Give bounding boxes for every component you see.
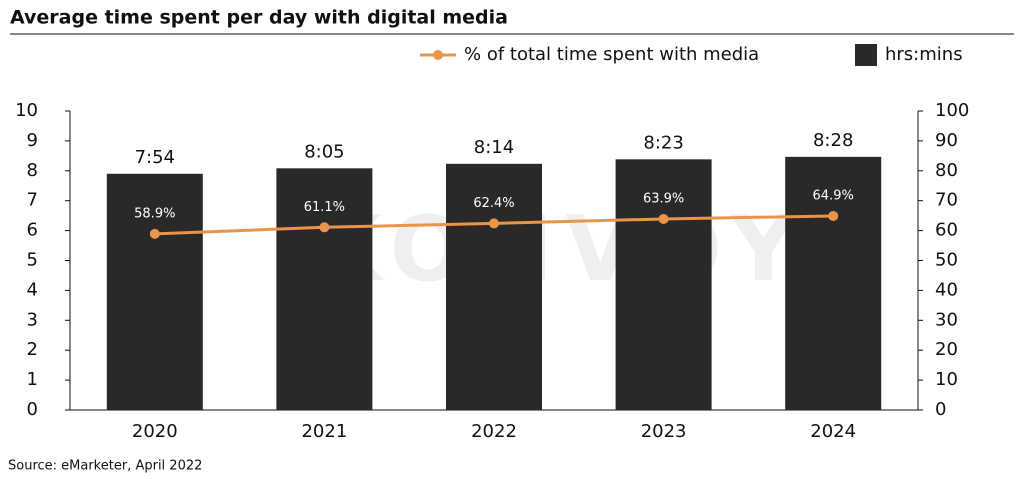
line-marker	[319, 222, 330, 233]
bar-value-label: 7:54	[135, 147, 175, 168]
bar	[276, 168, 373, 410]
chart-title: Average time spent per day with digital …	[10, 7, 508, 29]
x-tick-label: 2023	[641, 421, 687, 442]
y-tick-label: 3	[27, 309, 38, 330]
bar	[106, 173, 203, 410]
y2-tick-label: 40	[935, 279, 958, 300]
legend-swatch	[855, 44, 877, 66]
y-tick-label: 10	[15, 100, 38, 121]
legend-marker	[433, 50, 443, 60]
y-tick-label: 9	[27, 130, 38, 151]
bar	[785, 156, 882, 410]
y2-tick-label: 30	[935, 309, 958, 330]
bar	[446, 163, 542, 410]
x-tick-label: 2021	[301, 421, 347, 442]
watermark: KONVOY	[312, 197, 808, 302]
bar-value-label: 8:14	[474, 137, 514, 158]
y-tick-label: 0	[27, 399, 38, 420]
line-value-label: 63.9%	[643, 191, 684, 206]
bar-value-label: 8:23	[643, 132, 683, 153]
y2-tick-label: 10	[935, 369, 958, 390]
x-tick-label: 2022	[471, 421, 517, 442]
y-tick-label: 7	[27, 190, 38, 211]
y-tick-label: 2	[27, 339, 38, 360]
y2-tick-label: 90	[935, 130, 958, 151]
x-tick-label: 2020	[132, 421, 178, 442]
line-marker	[489, 218, 499, 229]
line-marker	[149, 228, 160, 239]
y2-tick-label: 70	[935, 190, 958, 211]
line-value-label: 58.9%	[134, 206, 175, 221]
line-marker	[658, 213, 669, 224]
legend-label: hrs:mins	[885, 44, 963, 65]
source: Source: eMarketer, April 2022	[8, 459, 202, 474]
line-value-label: 61.1%	[304, 200, 345, 215]
bar-value-label: 8:28	[813, 130, 853, 151]
y2-tick-label: 60	[935, 220, 958, 241]
y2-tick-label: 50	[935, 250, 958, 271]
y-tick-label: 4	[27, 279, 38, 300]
y2-tick-label: 0	[935, 399, 946, 420]
y2-tick-label: 80	[935, 160, 958, 181]
y-tick-label: 5	[27, 250, 38, 271]
y-tick-label: 8	[27, 160, 38, 181]
y-tick-label: 6	[27, 220, 38, 241]
y2-tick-label: 20	[935, 339, 958, 360]
x-tick-label: 2024	[810, 421, 856, 442]
legend-label: % of total time spent with media	[464, 44, 759, 65]
y2-tick-label: 100	[935, 100, 969, 121]
bar	[615, 159, 712, 410]
line-value-label: 62.4%	[473, 196, 514, 211]
line-marker	[828, 210, 839, 221]
line-value-label: 64.9%	[813, 188, 854, 203]
bar-value-label: 8:05	[304, 141, 344, 162]
y-tick-label: 1	[27, 369, 38, 390]
